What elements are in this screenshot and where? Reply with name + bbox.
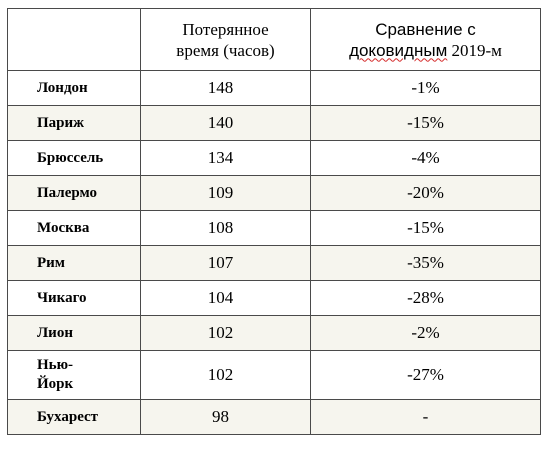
table-row: Москва 108 -15% xyxy=(7,210,541,246)
change-cell: -20% xyxy=(310,175,541,211)
header-cell-lost-time: Потерянное время (часов) xyxy=(140,8,311,71)
change-cell: -4% xyxy=(310,140,541,176)
city-cell: Рим xyxy=(7,245,141,281)
change-cell: -15% xyxy=(310,210,541,246)
city-cell: Лион xyxy=(7,315,141,351)
table-row: Палермо 109 -20% xyxy=(7,175,541,211)
header-lost-time-line2: время (часов) xyxy=(176,40,275,60)
hours-cell: 107 xyxy=(140,245,311,281)
table-row: Лион 102 -2% xyxy=(7,315,541,351)
change-cell: -28% xyxy=(310,280,541,316)
hours-cell: 134 xyxy=(140,140,311,176)
table-row: Париж 140 -15% xyxy=(7,105,541,141)
table-row: Чикаго 104 -28% xyxy=(7,280,541,316)
city-cell: Палермо xyxy=(7,175,141,211)
header-comparison-line2: доковидным 2019-м xyxy=(311,40,540,61)
change-cell: -27% xyxy=(310,350,541,400)
change-cell: -35% xyxy=(310,245,541,281)
table-row: Лондон 148 -1% xyxy=(7,70,541,106)
city-cell: Нью- Йорк xyxy=(7,350,141,400)
city-name-line1: Нью- xyxy=(37,357,74,373)
city-cell: Брюссель xyxy=(7,140,141,176)
table-row: Рим 107 -35% xyxy=(7,245,541,281)
hours-cell: 108 xyxy=(140,210,311,246)
city-cell: Париж xyxy=(7,105,141,141)
city-traffic-table: Потерянное время (часов) Сравнение с док… xyxy=(7,8,541,435)
header-cell-city xyxy=(7,8,141,71)
spellcheck-flagged-word[interactable]: доковидным xyxy=(349,40,448,60)
city-cell: Чикаго xyxy=(7,280,141,316)
header-lost-time-line1: Потерянное xyxy=(182,19,269,39)
header-comparison-year: 2019-м xyxy=(447,40,502,60)
table-row: Нью- Йорк 102 -27% xyxy=(7,350,541,400)
hours-cell: 109 xyxy=(140,175,311,211)
city-name-line2: Йорк xyxy=(37,376,74,392)
hours-cell: 98 xyxy=(140,399,311,435)
change-cell: -2% xyxy=(310,315,541,351)
hours-cell: 102 xyxy=(140,350,311,400)
hours-cell: 140 xyxy=(140,105,311,141)
hours-cell: 102 xyxy=(140,315,311,351)
city-cell: Москва xyxy=(7,210,141,246)
change-cell: -1% xyxy=(310,70,541,106)
city-cell: Бухарест xyxy=(7,399,141,435)
change-cell: -15% xyxy=(310,105,541,141)
hours-cell: 104 xyxy=(140,280,311,316)
change-cell: - xyxy=(310,399,541,435)
header-comparison-line1: Сравнение с xyxy=(375,19,476,39)
hours-cell: 148 xyxy=(140,70,311,106)
city-cell: Лондон xyxy=(7,70,141,106)
header-cell-comparison: Сравнение с доковидным 2019-м xyxy=(310,8,541,71)
table-row: Бухарест 98 - xyxy=(7,399,541,435)
table-row: Брюссель 134 -4% xyxy=(7,140,541,176)
table-header-row: Потерянное время (часов) Сравнение с док… xyxy=(7,8,541,71)
